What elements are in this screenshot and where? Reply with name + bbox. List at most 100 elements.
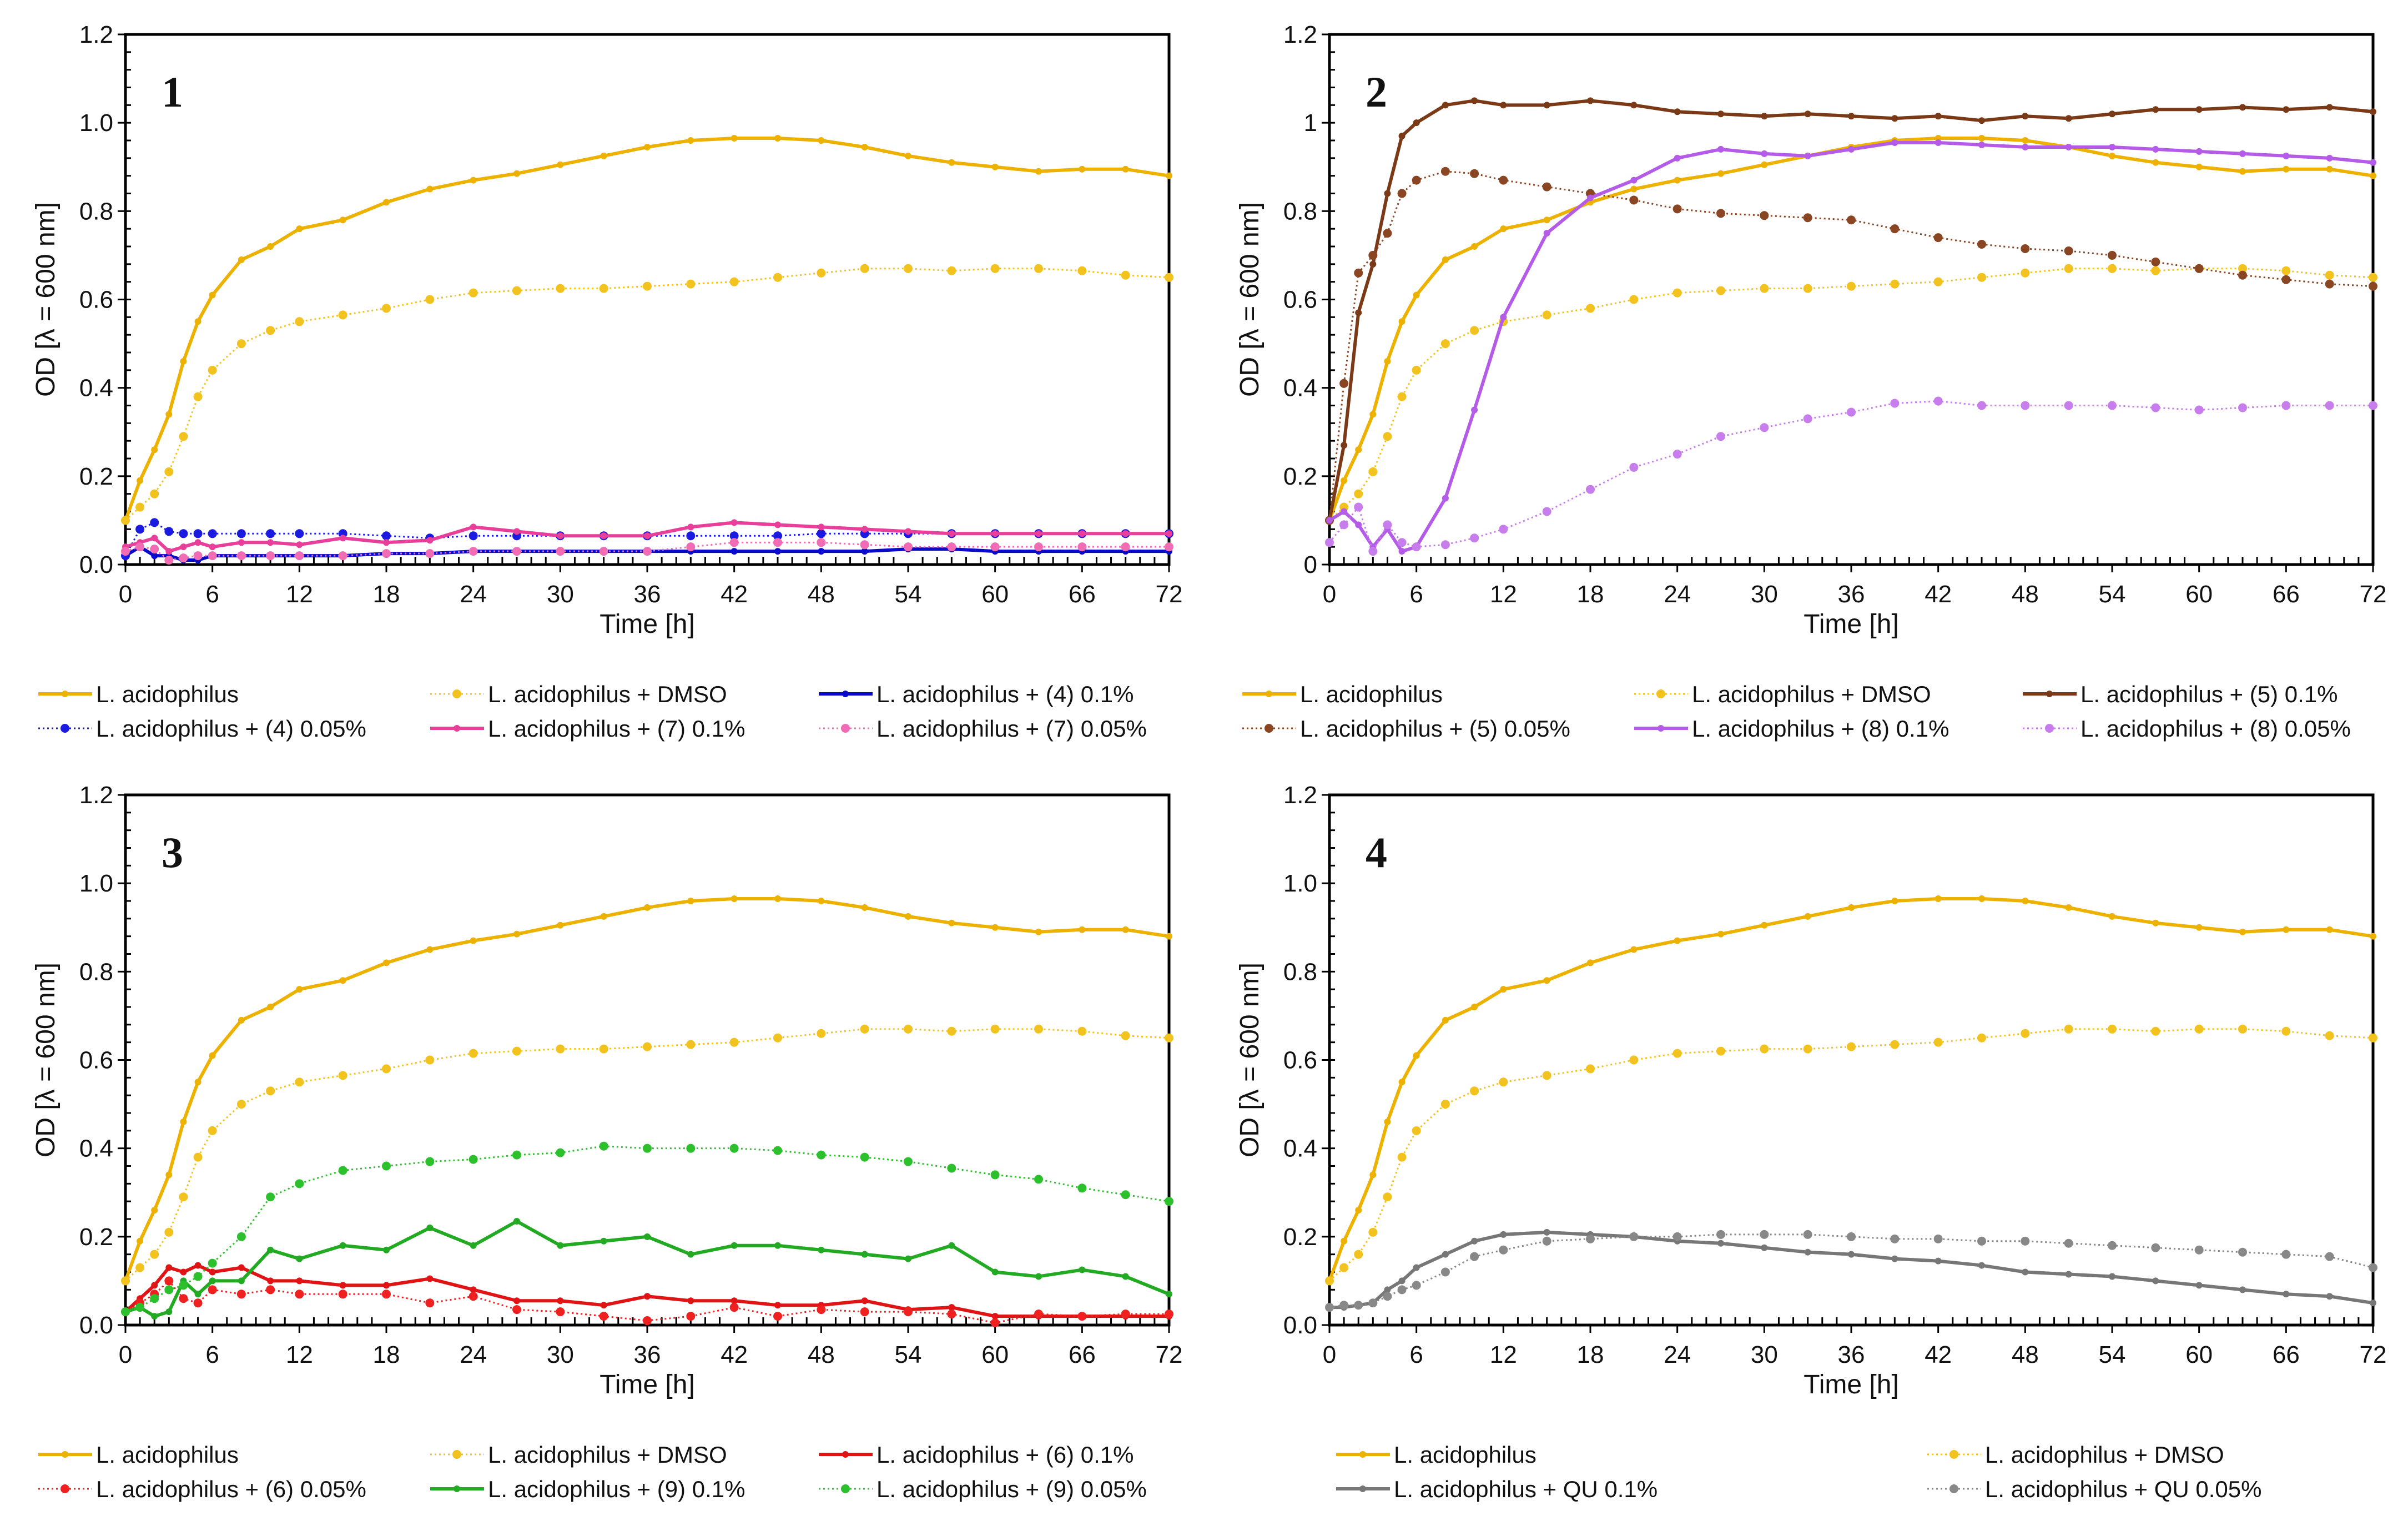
data-point: [1397, 392, 1407, 401]
y-tick-label: 0.2: [79, 1223, 113, 1251]
data-point: [2151, 1026, 2160, 1036]
data-point: [208, 365, 217, 375]
data-point: [1341, 508, 1348, 515]
data-point: [1630, 946, 1638, 953]
series-line: [124, 897, 1170, 1282]
series-line: [1328, 99, 2374, 521]
data-point: [600, 532, 607, 540]
data-point: [1847, 407, 1856, 417]
data-point: [1122, 165, 1129, 173]
data-point: [860, 1307, 869, 1317]
data-point: [1542, 507, 1551, 516]
data-point: [1978, 141, 1985, 148]
plot-area: [124, 33, 1171, 566]
data-point: [1470, 1086, 1479, 1096]
data-point: [151, 535, 158, 542]
data-point: [556, 1148, 565, 1157]
series-0: [1326, 895, 2376, 1285]
panel-label: 2: [1366, 68, 1387, 116]
y-axis-title: OD [λ = 600 nm]: [1235, 202, 1265, 397]
data-point: [238, 1277, 245, 1285]
data-point: [2109, 143, 2115, 150]
data-point: [1165, 1197, 1173, 1206]
x-axis-title: Time [h]: [600, 610, 695, 639]
data-point: [194, 1262, 201, 1269]
data-point: [1933, 396, 1943, 406]
legend-marker: [1949, 1484, 1958, 1493]
data-point: [2195, 1282, 2203, 1289]
data-point: [729, 538, 739, 547]
legend-marker: [452, 689, 461, 698]
data-point: [1629, 1232, 1639, 1241]
x-tick-label: 18: [1577, 1341, 1604, 1368]
data-point: [2238, 1024, 2247, 1034]
data-point: [1935, 895, 1942, 903]
data-point: [267, 539, 274, 546]
data-point: [947, 1026, 956, 1036]
data-point: [1717, 145, 1724, 153]
x-tick-label: 6: [1409, 1341, 1423, 1368]
x-tick-label: 30: [547, 1341, 574, 1368]
x-tick-label: 54: [895, 581, 922, 608]
data-point: [1165, 273, 1173, 282]
data-point: [1412, 542, 1421, 552]
data-point: [1716, 209, 1725, 218]
data-point: [1977, 1033, 1986, 1042]
data-point: [2283, 165, 2290, 173]
data-point: [991, 1268, 999, 1276]
data-point: [383, 539, 390, 546]
series-line: [125, 1145, 1170, 1313]
data-point: [1121, 542, 1130, 552]
data-point: [383, 199, 390, 206]
data-point: [194, 539, 201, 546]
data-point: [2281, 1026, 2291, 1036]
data-point: [1079, 1266, 1086, 1273]
data-point: [2283, 926, 2290, 933]
data-point: [1890, 224, 1900, 234]
x-tick-label: 6: [205, 1341, 219, 1368]
data-point: [1543, 1228, 1550, 1236]
data-point: [1978, 117, 1985, 124]
data-point: [1325, 1303, 1334, 1312]
data-point: [296, 1255, 303, 1262]
data-point: [266, 1285, 275, 1295]
data-point: [557, 921, 564, 929]
data-point: [194, 1291, 201, 1298]
data-point: [150, 1294, 159, 1303]
data-point: [338, 310, 347, 320]
legend-label: L. acidophilus + (7) 0.1%: [488, 716, 745, 742]
data-point: [1847, 281, 1856, 291]
data-point: [1500, 986, 1507, 993]
series-line: [1328, 268, 2374, 521]
x-tick-label: 24: [1664, 581, 1691, 608]
data-point: [948, 1304, 955, 1311]
data-point: [2326, 104, 2333, 111]
data-point: [2064, 246, 2073, 255]
data-point: [150, 518, 159, 527]
data-point: [2021, 268, 2030, 278]
data-point: [2065, 904, 2072, 911]
data-point: [2108, 250, 2117, 260]
series-5: [121, 1141, 1173, 1317]
data-point: [266, 551, 275, 561]
data-point: [1077, 1183, 1087, 1193]
data-point: [2325, 270, 2334, 280]
data-point: [1543, 216, 1550, 224]
legend-marker: [61, 1484, 69, 1493]
x-tick-label: 72: [2360, 1341, 2387, 1368]
data-point: [1891, 115, 1898, 122]
data-point: [208, 551, 217, 561]
series-line: [124, 137, 1170, 521]
data-point: [644, 1293, 651, 1300]
data-point: [557, 161, 564, 168]
data-point: [1165, 542, 1173, 552]
chart-panel-4: 0.0 0.2 0.4 0.6 0.8 1.0 1.2 0 6 12 18 24 30 36 42 48 54 6…: [1235, 782, 2387, 1502]
data-point: [1121, 1310, 1130, 1319]
y-tick-label: 0.4: [1283, 375, 1317, 402]
legend-marker: [1266, 691, 1272, 697]
data-point: [773, 1312, 782, 1321]
series-line: [124, 268, 1170, 521]
data-point: [2283, 1291, 2290, 1298]
data-point: [1165, 1033, 1173, 1042]
x-tick-label: 18: [1577, 581, 1604, 608]
